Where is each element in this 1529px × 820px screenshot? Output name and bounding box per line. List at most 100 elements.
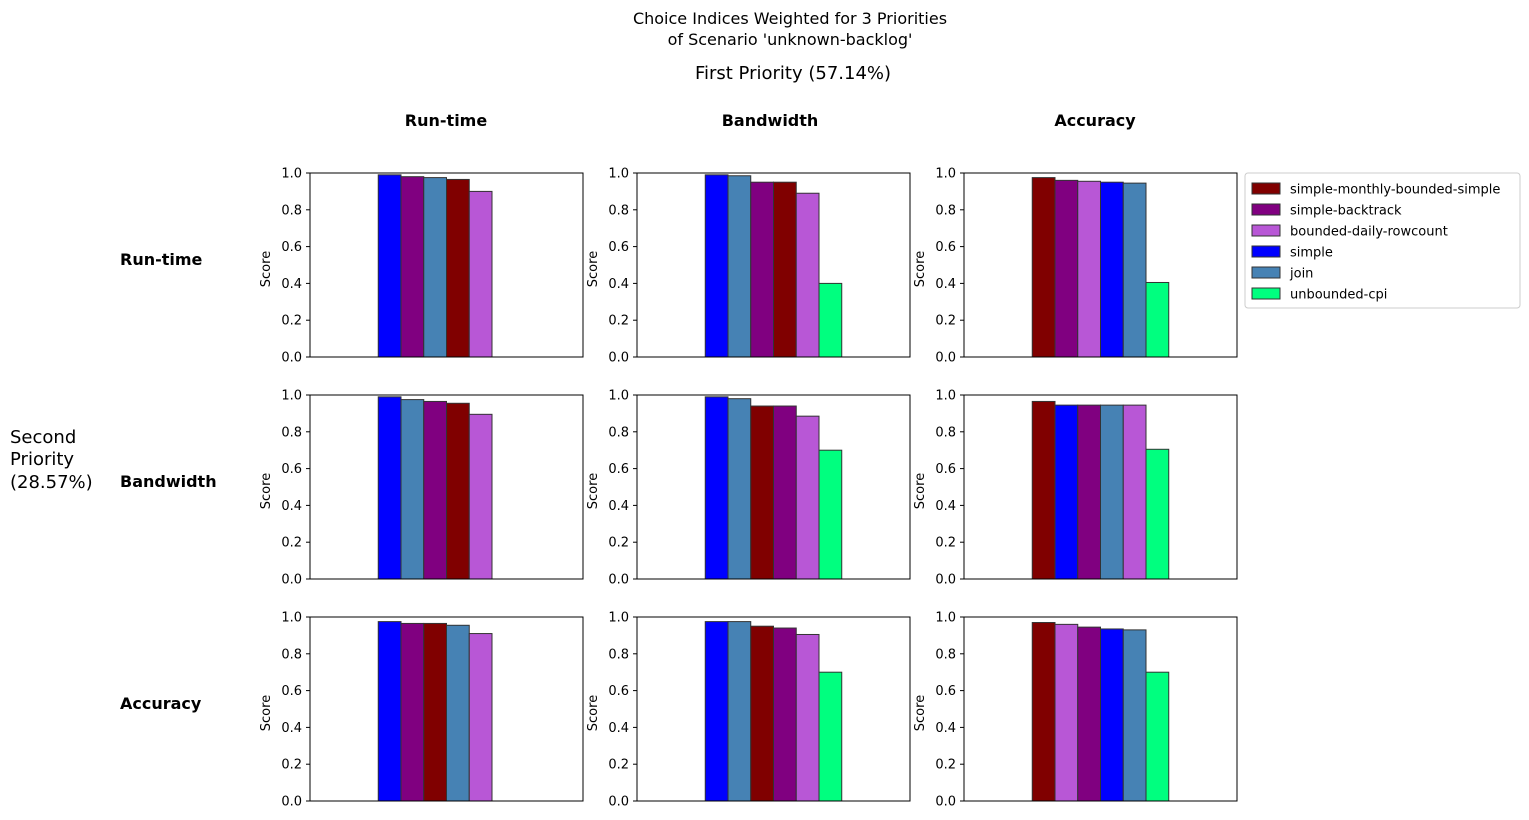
first-priority-label: First Priority (57.14%) [695,63,891,84]
y-tick-label: 0.6 [281,240,302,255]
y-tick-label: 0.8 [608,647,629,662]
y-tick-label: 0.6 [935,462,956,477]
bar-simple-backtrack [773,405,797,580]
plot-frame [963,172,1238,358]
panel-bandwidth-accuracy: 0.0 0.2 0.4 0.6 0.8 1.0 Score [913,389,1238,588]
y-tick-label: 0.2 [935,314,956,329]
bar-join [1122,182,1147,358]
y-tick-label: 1.0 [281,389,302,404]
y-tick-label: 0.2 [935,536,956,551]
column-header-bandwidth: Bandwidth [722,111,819,130]
legend-swatch-bounded-daily-rowcount [1251,224,1281,237]
y-tick-label: 0.2 [935,758,956,773]
bar-simple [1100,181,1124,358]
y-tick-label: 0.8 [281,425,302,440]
legend-label-join: join [1289,267,1313,282]
y-tick-label: 0.0 [935,795,956,810]
legend-swatch-simple [1251,245,1281,258]
bar-simple-backtrack [423,400,447,580]
bar-simple-backtrack [400,176,425,358]
y-axis-label: Score [259,695,274,731]
bar-bounded-daily-rowcount [1077,180,1101,358]
y-tick-label: 0.2 [608,314,629,329]
y-tick-label: 0.4 [281,721,302,736]
panel-bandwidth-run-time: 0.0 0.2 0.4 0.6 0.8 1.0 Score [259,389,584,588]
y-tick-label: 1.0 [935,167,956,182]
second-priority-label-line-1: Second [10,427,76,448]
panel-run-time-run-time: 0.0 0.2 0.4 0.6 0.8 1.0 Score [259,167,584,366]
plot-frame [636,172,911,358]
bar-simple [1100,628,1124,802]
y-axis-label: Score [913,473,928,509]
y-axis-label: Score [586,251,601,287]
y-tick-label: 0.8 [281,647,302,662]
y-tick-label: 0.0 [608,573,629,588]
second-priority-label-line-2: Priority [10,449,74,470]
bar-bounded-daily-rowcount [468,633,493,802]
bar-bounded-daily-rowcount [468,190,493,358]
bar-bounded-daily-rowcount [1122,404,1147,580]
y-tick-label: 0.2 [281,314,302,329]
y-tick-label: 0.8 [935,425,956,440]
legend-label-simple-monthly-bounded-simple: simple-monthly-bounded-simple [1290,183,1500,198]
figure-title-line-2: of Scenario 'unknown-backlog' [668,30,913,49]
plot-frame [963,394,1238,580]
y-axis-label: Score [259,473,274,509]
bar-simple-backtrack [400,622,425,802]
y-tick-label: 0.6 [935,240,956,255]
y-tick-label: 0.2 [608,536,629,551]
y-tick-label: 0.4 [935,277,956,292]
y-tick-label: 0.6 [281,684,302,699]
row-header-bandwidth: Bandwidth [120,472,217,491]
y-axis-label: Score [259,251,274,287]
bar-join [727,398,752,580]
bar-unbounded-cpi [1145,448,1170,580]
y-axis-label: Score [913,695,928,731]
y-tick-label: 0.4 [608,499,629,514]
column-header-accuracy: Accuracy [1054,111,1136,130]
y-tick-label: 0.0 [608,351,629,366]
y-tick-label: 1.0 [935,389,956,404]
row-header-run-time: Run-time [120,250,203,269]
y-tick-label: 0.0 [281,795,302,810]
bar-simple-monthly-bounded-simple [423,622,447,802]
y-tick-label: 0.0 [935,351,956,366]
panel-accuracy-accuracy: 0.0 0.2 0.4 0.6 0.8 1.0 Score [913,611,1238,810]
panel-accuracy-bandwidth: 0.0 0.2 0.4 0.6 0.8 1.0 Score [586,611,911,810]
row-header-accuracy: Accuracy [120,694,202,713]
bar-simple [704,174,729,358]
bar-join [400,399,425,580]
y-tick-label: 1.0 [608,611,629,626]
bar-simple-monthly-bounded-simple [750,625,774,802]
y-axis-label: Score [586,695,601,731]
y-tick-label: 0.6 [281,462,302,477]
bar-unbounded-cpi [818,282,843,358]
plot-frame [636,394,911,580]
y-tick-label: 1.0 [935,611,956,626]
plot-frame [309,172,584,358]
bar-bounded-daily-rowcount [1054,623,1079,802]
column-header-run-time: Run-time [405,111,488,130]
bar-join [446,624,470,802]
plot-frame [309,394,584,580]
y-tick-label: 0.8 [935,647,956,662]
bar-unbounded-cpi [1145,671,1170,802]
panel-bandwidth-bandwidth: 0.0 0.2 0.4 0.6 0.8 1.0 Score [586,389,911,588]
bar-join [1122,629,1147,802]
y-axis-label: Score [913,251,928,287]
bar-simple-monthly-bounded-simple [1031,177,1056,358]
bar-simple [377,396,402,580]
y-tick-label: 0.6 [608,240,629,255]
bar-simple-monthly-bounded-simple [446,178,470,358]
y-tick-label: 0.4 [281,277,302,292]
bar-simple-monthly-bounded-simple [1031,400,1056,580]
bar-simple [704,396,729,580]
bar-simple-backtrack [1077,626,1101,802]
y-tick-label: 0.0 [935,573,956,588]
bar-unbounded-cpi [818,671,843,802]
second-priority-label-line-3: (28.57%) [10,472,93,493]
bar-bounded-daily-rowcount [795,633,820,802]
y-tick-label: 0.4 [935,499,956,514]
y-tick-label: 1.0 [608,167,629,182]
figure-title-line-1: Choice Indices Weighted for 3 Priorities [633,9,947,28]
